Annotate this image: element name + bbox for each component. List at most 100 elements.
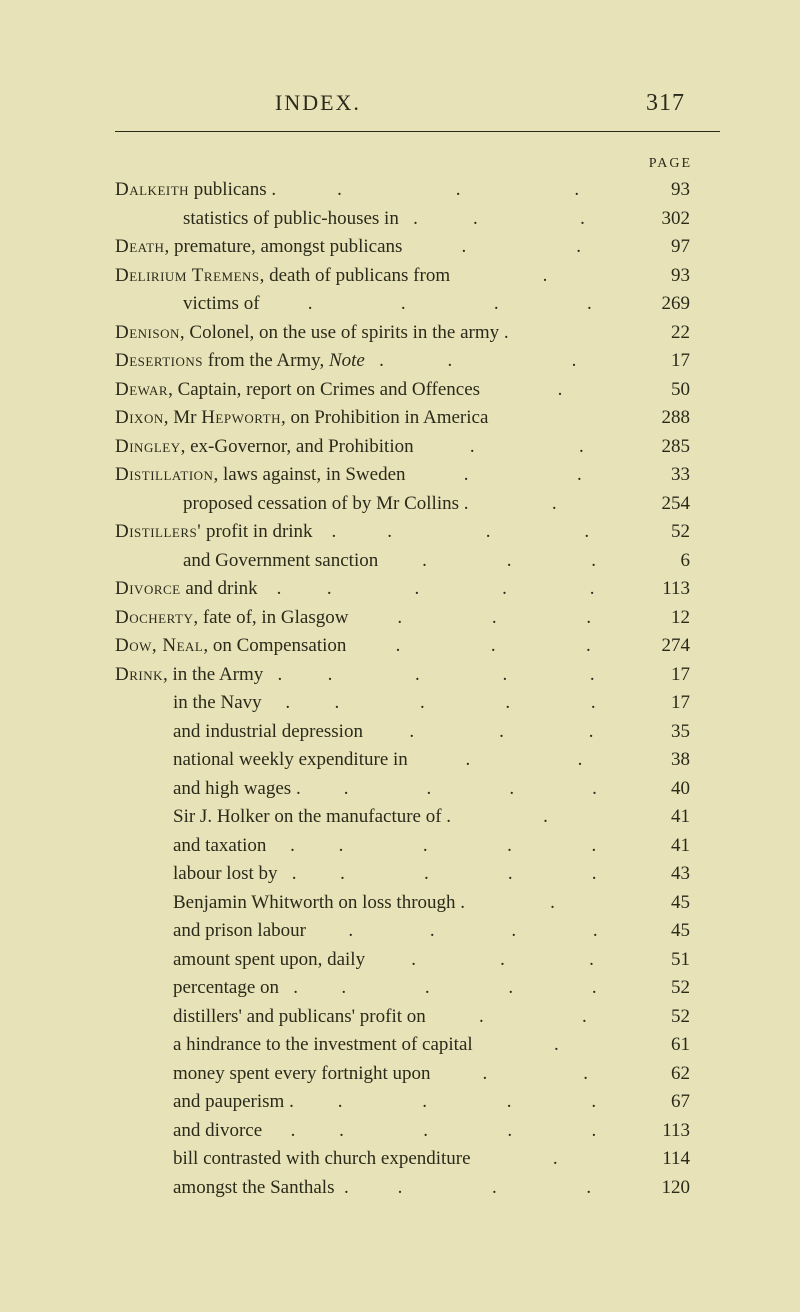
index-entry: in the Navy .....17 bbox=[115, 689, 720, 718]
index-entry: Delirium Tremens, death of publicans fro… bbox=[115, 262, 720, 291]
entry-text: a hindrance to the investment of capital bbox=[173, 1031, 473, 1060]
page-column-label: PAGE bbox=[115, 156, 720, 172]
entry-page-number: 51 bbox=[640, 946, 720, 975]
entry-leaders: .. bbox=[435, 1060, 636, 1089]
entry-page-number: 40 bbox=[640, 775, 720, 804]
index-entry: amount spent upon, daily...51 bbox=[115, 946, 720, 975]
entry-page-number: 6 bbox=[640, 547, 720, 576]
entry-leaders: .... bbox=[264, 290, 636, 319]
entry-leaders: ... bbox=[350, 632, 636, 661]
entry-text: statistics of public-houses in . bbox=[183, 205, 418, 234]
index-entry: money spent every fortnight upon..62 bbox=[115, 1060, 720, 1089]
index-entry: and prison labour....45 bbox=[115, 917, 720, 946]
index-page: INDEX. 317 PAGE Dalkeith publicans ....9… bbox=[0, 0, 800, 1252]
entry-page-number: 17 bbox=[640, 689, 720, 718]
index-entry: Dixon, Mr Hepworth, on Prohibition in Am… bbox=[115, 404, 720, 433]
entry-page-number: 274 bbox=[640, 632, 720, 661]
entry-text: and high wages . bbox=[173, 775, 301, 804]
index-entry: proposed cessation of by Mr Collins ..25… bbox=[115, 490, 720, 519]
entry-leaders: .. bbox=[412, 746, 636, 775]
entry-leaders: . bbox=[473, 490, 636, 519]
entry-leaders: .. bbox=[418, 433, 636, 462]
entry-page-number: 17 bbox=[640, 347, 720, 376]
entry-text: national weekly expenditure in bbox=[173, 746, 408, 775]
entry-text: bill contrasted with church expenditure bbox=[173, 1145, 471, 1174]
entry-page-number: 17 bbox=[640, 661, 720, 690]
entry-text: and pauperism . bbox=[173, 1088, 294, 1117]
entry-page-number: 41 bbox=[640, 803, 720, 832]
entry-leaders: . bbox=[455, 803, 636, 832]
index-entry: Dingley, ex-Governor, and Prohibition..2… bbox=[115, 433, 720, 462]
index-entry: and divorce .....113 bbox=[115, 1117, 720, 1146]
entry-page-number: 288 bbox=[640, 404, 720, 433]
entry-page-number: 97 bbox=[640, 233, 720, 262]
index-entry: bill contrasted with church expenditure.… bbox=[115, 1145, 720, 1174]
index-entry: and pauperism .....67 bbox=[115, 1088, 720, 1117]
entry-page-number: 38 bbox=[640, 746, 720, 775]
index-entry: distillers' and publicans' profit on..52 bbox=[115, 1003, 720, 1032]
index-entry: Dalkeith publicans ....93 bbox=[115, 176, 720, 205]
entry-text: Desertions from the Army, Note . bbox=[115, 347, 384, 376]
entry-leaders: .... bbox=[294, 689, 636, 718]
entry-text: Benjamin Whitworth on loss through . bbox=[173, 889, 465, 918]
index-entry: statistics of public-houses in ...302 bbox=[115, 205, 720, 234]
index-entry: Distillers' profit in drink ....52 bbox=[115, 518, 720, 547]
entry-leaders: ... bbox=[369, 946, 636, 975]
entry-leaders: ... bbox=[353, 1174, 636, 1203]
index-entry: Benjamin Whitworth on loss through ..45 bbox=[115, 889, 720, 918]
entry-leaders: .. bbox=[388, 347, 636, 376]
entry-text: distillers' and publicans' profit on bbox=[173, 1003, 426, 1032]
entry-text: amongst the Santhals . bbox=[173, 1174, 349, 1203]
entry-text: Drink, in the Army . bbox=[115, 661, 282, 690]
entry-page-number: 254 bbox=[640, 490, 720, 519]
entry-text: Delirium Tremens, death of publicans fro… bbox=[115, 262, 450, 291]
header-title: INDEX. bbox=[275, 90, 361, 116]
entry-page-number: 52 bbox=[640, 974, 720, 1003]
entry-page-number: 35 bbox=[640, 718, 720, 747]
entry-text: in the Navy . bbox=[173, 689, 290, 718]
index-entry: Desertions from the Army, Note ...17 bbox=[115, 347, 720, 376]
entry-text: Divorce and drink . bbox=[115, 575, 281, 604]
entry-page-number: 67 bbox=[640, 1088, 720, 1117]
header-divider bbox=[115, 131, 720, 132]
entry-text: Dalkeith publicans . bbox=[115, 176, 276, 205]
entry-leaders: ... bbox=[280, 176, 636, 205]
index-entry: and Government sanction...6 bbox=[115, 547, 720, 576]
entry-text: money spent every fortnight upon bbox=[173, 1060, 431, 1089]
index-entry: and taxation .....41 bbox=[115, 832, 720, 861]
entry-leaders: .... bbox=[305, 775, 636, 804]
index-entry: Sir J. Holker on the manufacture of ..41 bbox=[115, 803, 720, 832]
entry-text: Dingley, ex-Governor, and Prohibition bbox=[115, 433, 414, 462]
entry-text: and prison labour bbox=[173, 917, 306, 946]
entry-page-number: 302 bbox=[640, 205, 720, 234]
entry-leaders: .... bbox=[299, 1117, 636, 1146]
entry-text: Dixon, Mr Hepworth, on Prohibition in Am… bbox=[115, 404, 488, 433]
entry-leaders: .. bbox=[422, 205, 636, 234]
entry-text: Sir J. Holker on the manufacture of . bbox=[173, 803, 451, 832]
entry-text: Death, premature, amongst publicans bbox=[115, 233, 402, 262]
index-entry: and high wages .....40 bbox=[115, 775, 720, 804]
entry-page-number: 45 bbox=[640, 917, 720, 946]
entry-text: victims of bbox=[183, 290, 260, 319]
index-entry: percentage on .....52 bbox=[115, 974, 720, 1003]
entry-text: and industrial depression bbox=[173, 718, 363, 747]
entry-leaders: . bbox=[454, 262, 636, 291]
index-entry: labour lost by .....43 bbox=[115, 860, 720, 889]
entry-leaders: ... bbox=[352, 604, 636, 633]
header-row: INDEX. 317 bbox=[115, 90, 720, 117]
entry-text: Distillation, laws against, in Sweden bbox=[115, 461, 406, 490]
entry-leaders: ... bbox=[367, 718, 636, 747]
entry-page-number: 33 bbox=[640, 461, 720, 490]
entry-leaders: . bbox=[477, 1031, 636, 1060]
entry-page-number: 41 bbox=[640, 832, 720, 861]
entry-leaders: . bbox=[475, 1145, 636, 1174]
entry-page-number: 43 bbox=[640, 860, 720, 889]
entry-page-number: 22 bbox=[640, 319, 720, 348]
entry-text: proposed cessation of by Mr Collins . bbox=[183, 490, 469, 519]
index-entry: Docherty, fate of, in Glasgow...12 bbox=[115, 604, 720, 633]
entry-page-number: 45 bbox=[640, 889, 720, 918]
index-entry: Death, premature, amongst publicans..97 bbox=[115, 233, 720, 262]
index-entry: Dewar, Captain, report on Crimes and Off… bbox=[115, 376, 720, 405]
index-entry: Dow, Neal, on Compensation...274 bbox=[115, 632, 720, 661]
entry-page-number: 269 bbox=[640, 290, 720, 319]
